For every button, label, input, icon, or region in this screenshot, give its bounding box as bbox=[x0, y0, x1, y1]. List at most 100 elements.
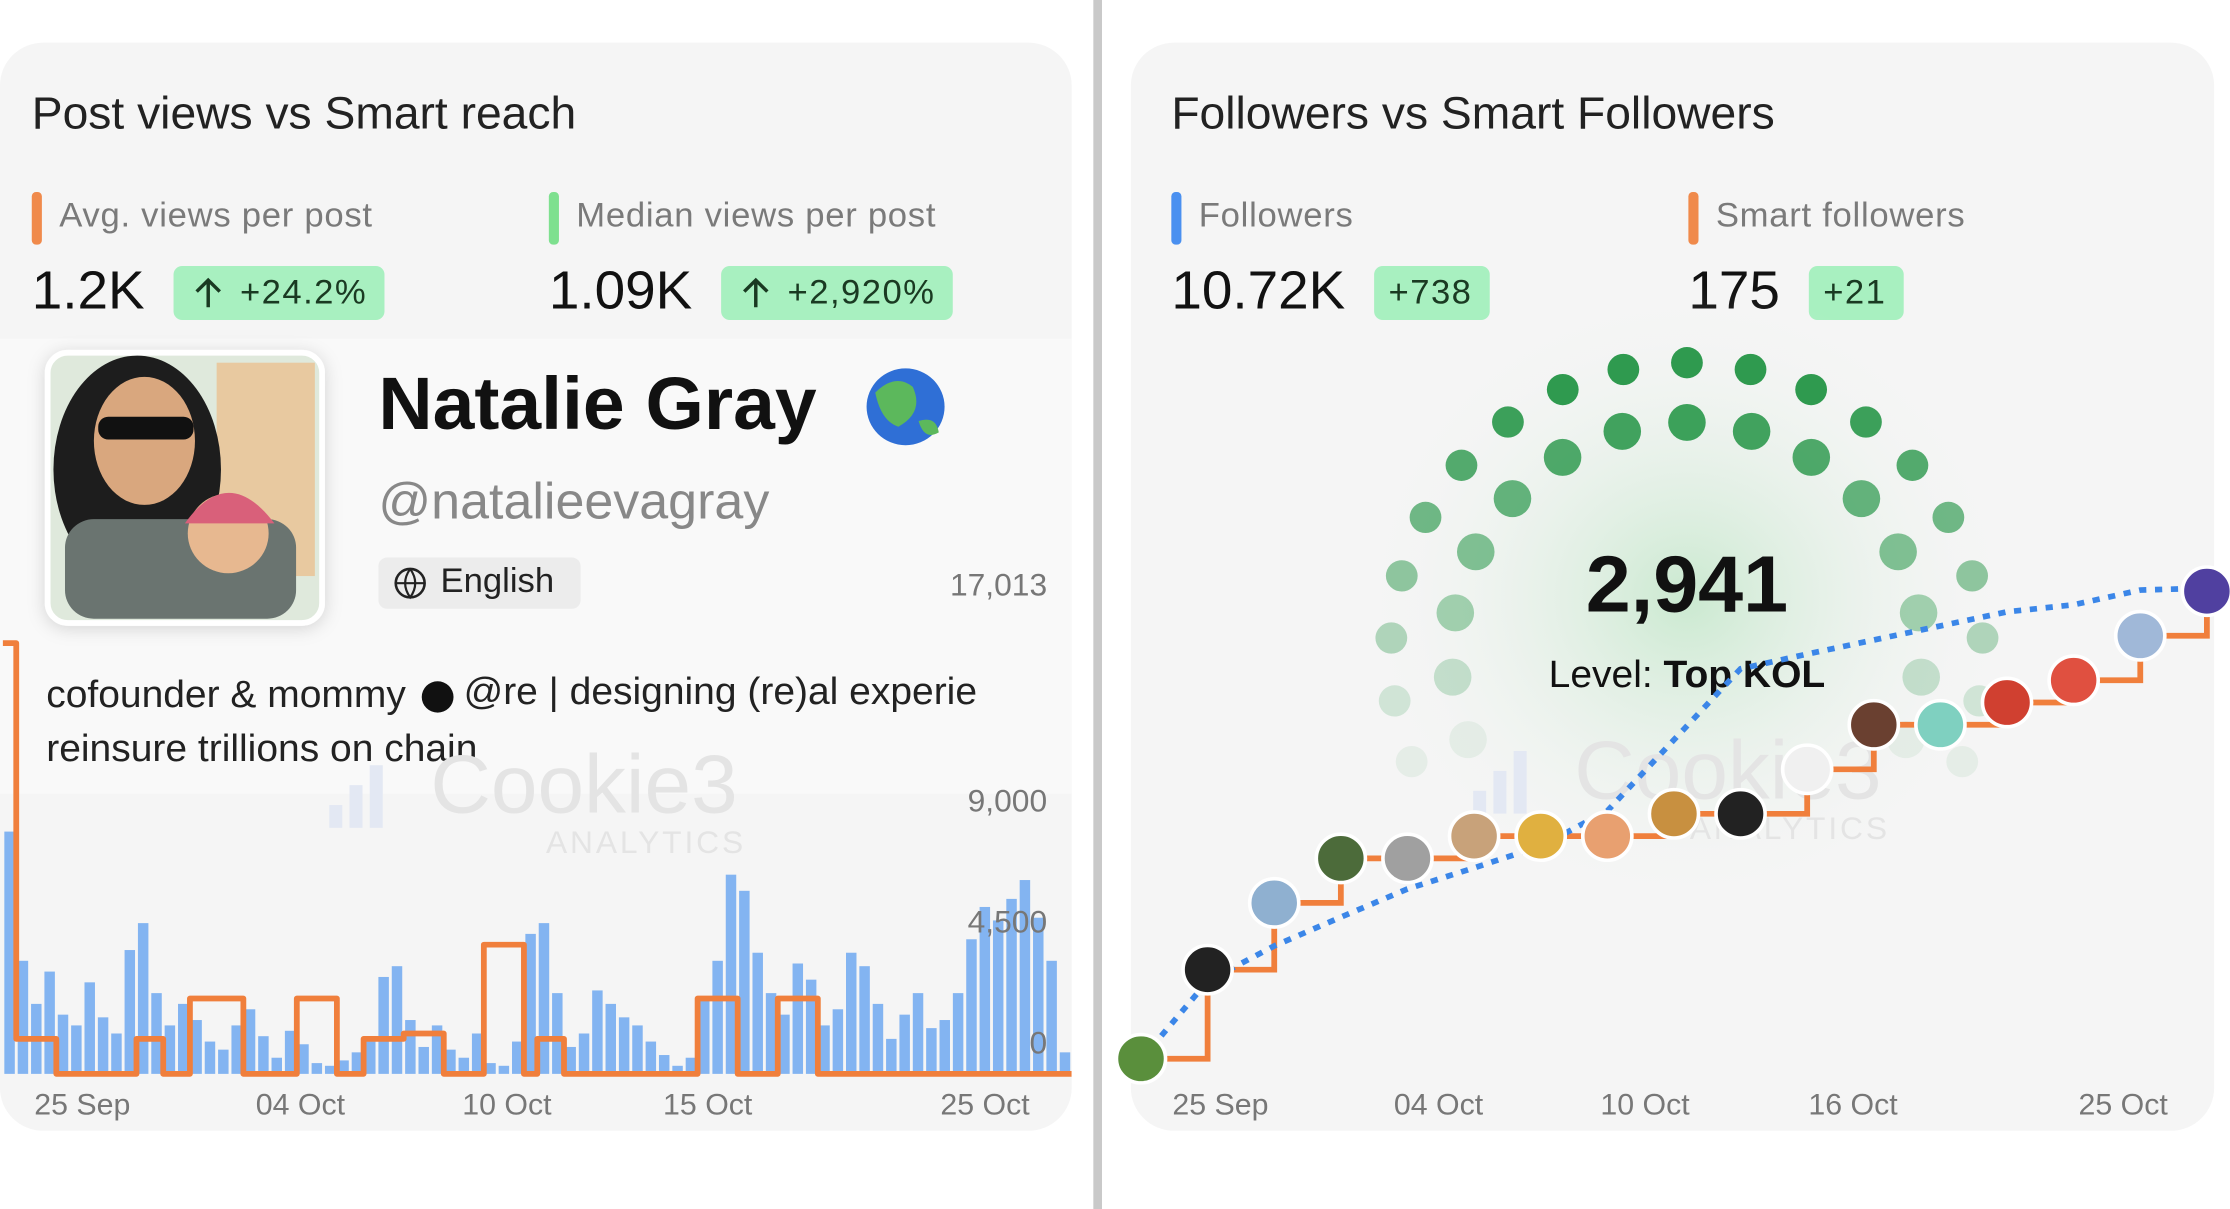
metric-value: 1.2K bbox=[32, 260, 145, 321]
metric-marker bbox=[1171, 192, 1182, 245]
watermark-sub: ANALYTICS bbox=[546, 824, 746, 860]
bar bbox=[111, 1033, 122, 1074]
bar bbox=[792, 963, 804, 1074]
bar bbox=[44, 971, 55, 1074]
bar bbox=[1019, 880, 1031, 1074]
ring-dot bbox=[1385, 560, 1418, 592]
bar bbox=[819, 1025, 830, 1074]
ring-dot bbox=[1671, 347, 1703, 379]
bar bbox=[151, 993, 162, 1074]
bar bbox=[605, 1003, 616, 1074]
x-tick-label: 10 Oct bbox=[1600, 1089, 1690, 1122]
bar bbox=[365, 1041, 376, 1074]
bar bbox=[952, 993, 964, 1074]
language-text: English bbox=[441, 562, 555, 600]
bar bbox=[525, 933, 536, 1074]
avatar-marker bbox=[1580, 810, 1634, 863]
change-text: +24.2% bbox=[240, 274, 367, 312]
metric-label: Avg. views per post bbox=[59, 197, 373, 235]
bio-text: @re | designing (re)al experie bbox=[464, 671, 977, 714]
bar bbox=[578, 1033, 590, 1074]
bio-text: cofounder & mommy bbox=[46, 673, 406, 716]
ring-dot bbox=[1493, 480, 1532, 518]
arrow-icon bbox=[195, 277, 221, 308]
bar bbox=[939, 1020, 950, 1074]
x-tick-label: 16 Oct bbox=[1808, 1089, 1898, 1122]
level-value: Top KOL bbox=[1664, 653, 1826, 696]
avatar-marker bbox=[1780, 743, 1834, 796]
watermark-icon bbox=[1493, 770, 1507, 814]
watermark-icon bbox=[1473, 790, 1487, 814]
bar bbox=[552, 993, 563, 1074]
score-value: 2,941 bbox=[1586, 540, 1788, 629]
bar bbox=[338, 1060, 349, 1074]
language-icon-lines bbox=[395, 568, 425, 600]
ring-dot bbox=[1734, 353, 1767, 386]
change-pill bbox=[1808, 265, 1904, 321]
globe-land bbox=[875, 380, 939, 435]
avatar-glasses bbox=[98, 416, 194, 440]
score-level: Level: Top KOL bbox=[1549, 653, 1826, 696]
ring-dot bbox=[1449, 721, 1487, 759]
bar bbox=[1046, 960, 1057, 1074]
avatar-marker bbox=[2047, 654, 2101, 707]
ring-dot bbox=[1850, 406, 1882, 438]
ring-dot bbox=[1433, 658, 1472, 696]
bar bbox=[178, 1003, 189, 1074]
avatar-marker bbox=[1314, 832, 1368, 885]
bar bbox=[592, 990, 603, 1074]
bar bbox=[218, 1049, 229, 1074]
language-pill bbox=[378, 557, 581, 609]
ring-dot bbox=[1436, 594, 1475, 632]
change-text: +21 bbox=[1823, 274, 1886, 312]
ring-dot bbox=[1456, 533, 1495, 571]
bar bbox=[17, 960, 29, 1074]
avatar-marker bbox=[1247, 876, 1301, 929]
profile-handle: @natalieevagray bbox=[378, 472, 769, 530]
avatar-marker bbox=[1980, 676, 2034, 729]
ring-dot bbox=[1956, 560, 1989, 592]
bar bbox=[137, 923, 149, 1074]
ring-dot bbox=[1792, 438, 1831, 476]
bar bbox=[351, 1052, 363, 1074]
metric-value: 10.72K bbox=[1171, 260, 1345, 321]
bar bbox=[886, 1038, 897, 1074]
avatar-face bbox=[93, 376, 195, 505]
bar bbox=[739, 890, 750, 1074]
bar bbox=[124, 950, 136, 1074]
bar bbox=[926, 1028, 937, 1074]
card-title: Followers vs Smart Followers bbox=[1171, 87, 1774, 139]
ring-dot bbox=[1795, 373, 1828, 406]
x-tick-label: 10 Oct bbox=[462, 1089, 552, 1122]
ring-dot bbox=[1842, 480, 1881, 518]
ring-dot bbox=[1899, 594, 1938, 632]
metric-label: Median views per post bbox=[576, 197, 936, 235]
bar bbox=[658, 1055, 670, 1074]
profile-name: Natalie Gray bbox=[378, 363, 817, 445]
watermark-icon bbox=[1513, 751, 1527, 814]
bar bbox=[979, 906, 991, 1074]
ring-dot bbox=[1966, 622, 1999, 654]
bar bbox=[632, 1025, 643, 1074]
followers-line bbox=[1138, 585, 2207, 1062]
ring-dot bbox=[1445, 449, 1478, 481]
ring-dot bbox=[1395, 745, 1428, 778]
bar bbox=[1033, 917, 1044, 1074]
avatar-marker bbox=[1647, 787, 1701, 840]
bar bbox=[685, 1057, 697, 1074]
avatar-marker bbox=[2180, 565, 2230, 618]
bar bbox=[458, 1057, 470, 1074]
bar bbox=[779, 1014, 790, 1074]
bar bbox=[71, 1025, 82, 1074]
ring-dot bbox=[1603, 412, 1642, 450]
bar bbox=[324, 1065, 336, 1074]
bio-text: reinsure trillions on chain bbox=[46, 727, 477, 770]
bar bbox=[672, 1065, 683, 1074]
avatar-marker bbox=[1181, 943, 1234, 996]
x-tick-label: 25 Sep bbox=[1172, 1089, 1268, 1122]
bar bbox=[645, 1041, 657, 1074]
bar bbox=[618, 1017, 630, 1074]
avatar-marker bbox=[1914, 698, 1967, 751]
